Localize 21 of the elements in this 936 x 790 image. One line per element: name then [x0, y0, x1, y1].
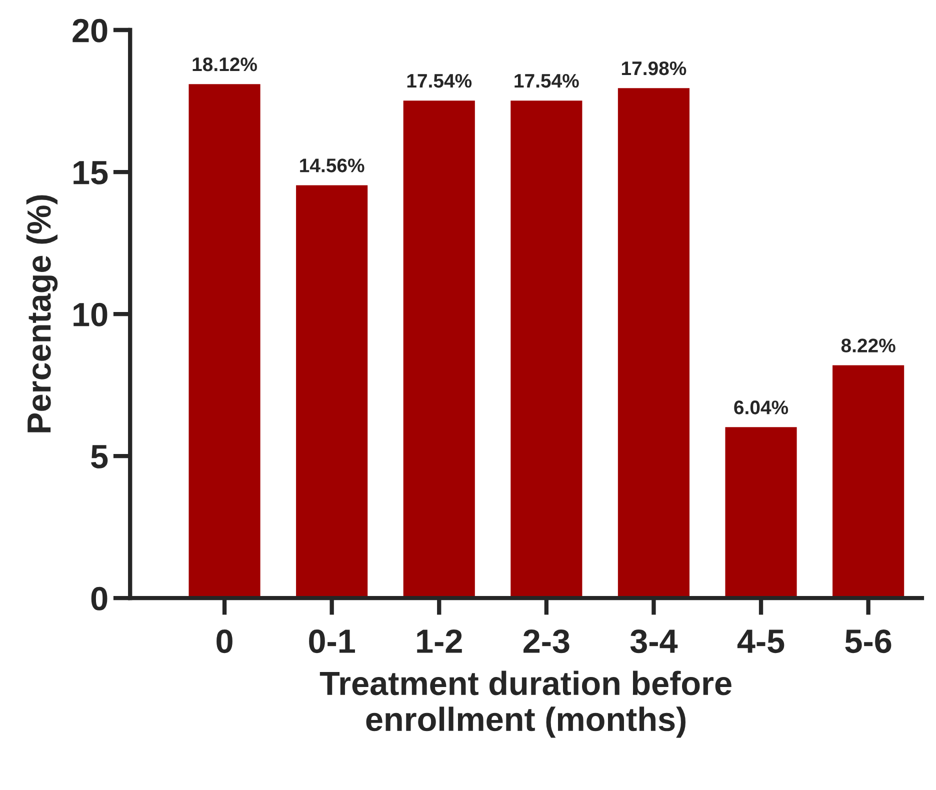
y-axis-title: Percentage (%)	[26, 195, 58, 432]
x-tick-label: 3-4	[630, 629, 678, 654]
data-label: 17.54%	[407, 74, 472, 88]
data-label: 8.22%	[841, 338, 896, 352]
x-axis-title: Treatment duration before enrollment (months)	[320, 670, 732, 738]
data-label: 18.12%	[192, 57, 257, 72]
data-label: 14.56%	[300, 158, 364, 172]
x-tick-label: 1-2	[417, 629, 462, 653]
x-tick-label: 4-5	[737, 630, 784, 654]
x-tick-label: 0-1	[309, 629, 355, 654]
y-tick-label: 5	[91, 445, 108, 468]
data-label: 17.98%	[622, 61, 686, 76]
y-tick-label: 0	[91, 586, 108, 610]
x-tick-label: 2-3	[523, 629, 570, 654]
y-tick-label: 20	[72, 18, 108, 42]
data-label: 17.54%	[514, 74, 579, 88]
data-label: 6.04%	[734, 400, 788, 414]
y-tick-label: 15	[74, 161, 108, 184]
x-tick-label: 0	[216, 629, 232, 654]
y-tick-label: 10	[74, 302, 108, 326]
x-tick-label: 5-6	[845, 629, 892, 654]
